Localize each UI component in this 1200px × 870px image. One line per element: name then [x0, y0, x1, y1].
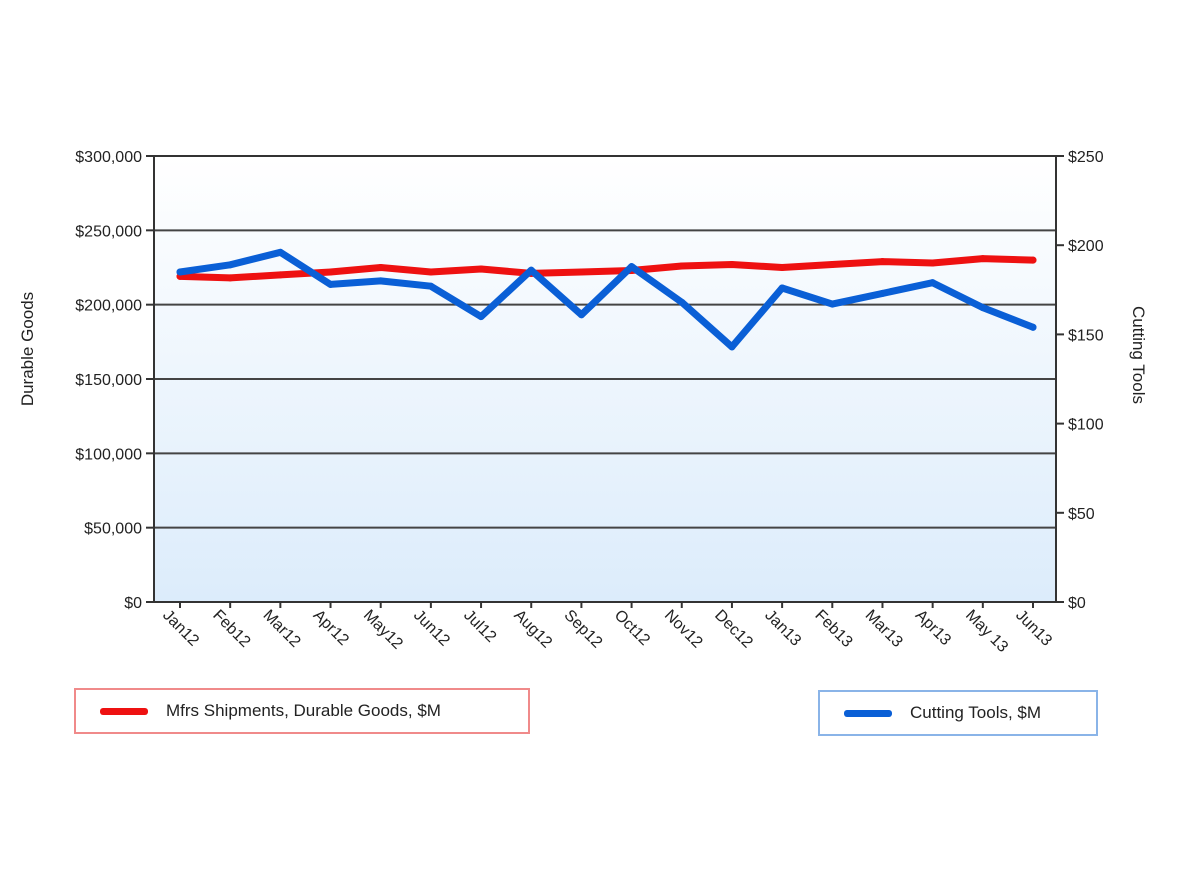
data-point-cutting-tools	[477, 313, 485, 321]
data-point-cutting-tools	[878, 289, 886, 297]
data-point-cutting-tools	[226, 261, 234, 269]
data-point-cutting-tools	[778, 284, 786, 292]
x-tick-label: Jan12	[159, 607, 202, 650]
data-point-cutting-tools	[327, 280, 335, 288]
right-tick-label: $200	[1068, 238, 1104, 255]
data-point-durable-goods	[1029, 256, 1037, 264]
x-tick-label: May 13	[962, 607, 1011, 656]
data-point-durable-goods	[477, 265, 485, 273]
x-tick-label: Apr13	[912, 607, 954, 649]
x-tick-label: May12	[360, 607, 406, 653]
right-axis-title: Cutting Tools	[1129, 306, 1148, 404]
data-point-durable-goods	[778, 264, 786, 271]
left-axis-title: Durable Goods	[18, 292, 37, 406]
legend-label-cutting-tools: Cutting Tools, $M	[910, 703, 1042, 722]
x-tick-label: Mar13	[862, 607, 906, 651]
left-axis-ticks: $0 $50,000 $100,000 $150,000 $200,000 $250,00…	[75, 149, 154, 612]
x-tick-label: Jun12	[410, 607, 453, 650]
data-point-durable-goods	[427, 268, 435, 276]
x-tick-label: Dec12	[711, 607, 756, 652]
data-point-cutting-tools	[1029, 323, 1037, 331]
data-point-cutting-tools	[929, 279, 937, 287]
data-point-cutting-tools	[176, 268, 184, 276]
legend-durable-goods[interactable]: Mfrs Shipments, Durable Goods, $M	[74, 688, 530, 734]
x-tick-label: Feb12	[209, 607, 253, 651]
left-tick-label: $300,000	[75, 149, 142, 166]
series-line-durable-goods	[176, 255, 1037, 282]
left-tick-label: $200,000	[75, 298, 142, 315]
x-axis-ticks: Jan12 Feb12 Mar12 Apr12 May12 Jun12 Jul12 Aug12…	[159, 602, 1055, 656]
x-tick-label: Feb13	[811, 607, 855, 651]
left-tick-label: $100,000	[75, 446, 142, 463]
data-point-cutting-tools	[527, 266, 535, 274]
data-point-cutting-tools	[577, 311, 585, 319]
left-tick-label: $0	[124, 595, 142, 612]
data-point-cutting-tools	[628, 263, 636, 271]
right-tick-label: $50	[1068, 506, 1095, 523]
data-point-durable-goods	[327, 268, 335, 276]
right-axis-ticks: $0 $50 $100 $150 $200 $250	[1056, 149, 1104, 612]
series-line-cutting-tools	[176, 248, 1037, 351]
x-tick-label: Jan13	[761, 607, 804, 650]
data-point-cutting-tools	[979, 304, 987, 312]
data-point-durable-goods	[678, 262, 686, 270]
data-point-cutting-tools	[728, 343, 736, 351]
x-tick-label: Mar12	[260, 607, 304, 651]
right-tick-label: $150	[1068, 327, 1104, 344]
x-tick-label: Aug12	[510, 607, 555, 652]
legend-swatch-cutting-tools	[844, 709, 892, 717]
right-tick-label: $100	[1068, 417, 1104, 434]
x-tick-label: Nov12	[661, 607, 706, 652]
x-tick-label: Jun13	[1012, 607, 1055, 650]
data-point-durable-goods	[878, 258, 886, 266]
right-tick-label: $0	[1068, 595, 1086, 612]
x-tick-label: Apr12	[310, 607, 352, 649]
left-tick-label: $250,000	[75, 223, 142, 240]
data-point-cutting-tools	[828, 300, 836, 308]
left-tick-label: $150,000	[75, 372, 142, 389]
data-point-cutting-tools	[377, 277, 385, 285]
left-tick-label: $50,000	[84, 521, 142, 538]
data-point-durable-goods	[377, 264, 385, 271]
data-point-durable-goods	[276, 271, 284, 279]
legend-swatch-durable-goods	[100, 707, 148, 715]
series-lines	[176, 248, 1037, 351]
x-tick-label: Oct12	[611, 607, 653, 649]
data-point-cutting-tools	[276, 248, 284, 256]
data-point-durable-goods	[929, 259, 937, 267]
data-point-durable-goods	[226, 274, 234, 282]
right-tick-label: $250	[1068, 149, 1104, 166]
data-point-durable-goods	[728, 261, 736, 269]
data-point-durable-goods	[979, 255, 987, 263]
x-tick-label: Jul12	[460, 607, 499, 646]
legend-label-durable-goods: Mfrs Shipments, Durable Goods, $M	[166, 701, 441, 720]
data-point-durable-goods	[828, 261, 836, 269]
x-tick-label: Sep12	[561, 607, 606, 652]
data-point-durable-goods	[577, 268, 585, 276]
data-point-cutting-tools	[678, 298, 686, 306]
legend-cutting-tools[interactable]: Cutting Tools, $M	[818, 690, 1098, 736]
data-point-cutting-tools	[427, 282, 435, 290]
